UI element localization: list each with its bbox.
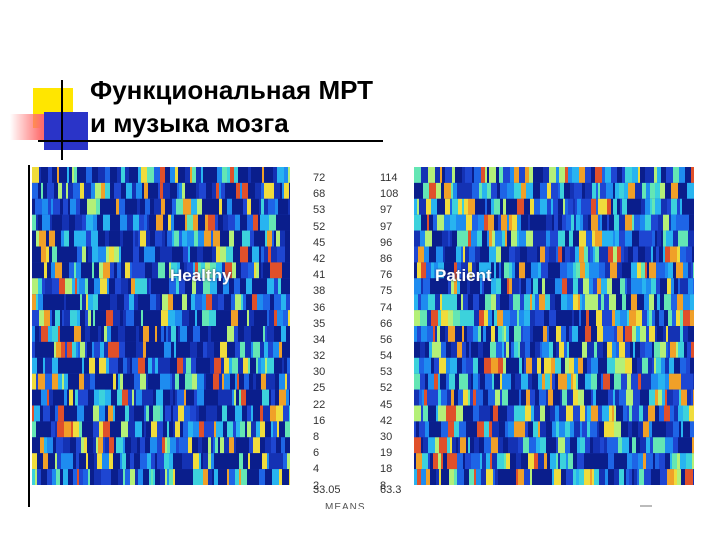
value-item: 54 [380,350,393,363]
value-item: 74 [380,301,393,314]
title-line-1: Функциональная МРТ [90,75,373,105]
heatmap-healthy [32,167,290,485]
value-item: 8 [313,431,320,443]
decor-blue-square [44,112,88,150]
value-item: 86 [380,252,393,265]
patient-mean: 63.3 [380,484,402,496]
slide-title: Функциональная МРТ и музыка мозга [90,74,373,140]
value-item: 36 [313,301,326,314]
decor-horizontal-line [38,140,383,142]
value-item: 75 [380,285,393,298]
value-item: 108 [380,188,399,201]
value-item: 30 [380,431,393,443]
value-item: 8 [380,479,387,492]
value-item: 96 [380,236,393,249]
value-item: 114 [380,172,398,184]
value-item: 56 [380,333,393,346]
value-item: 76 [380,269,393,282]
value-item: 22 [313,398,326,411]
value-item: 4 [313,463,320,476]
value-item: 2 [313,479,320,492]
value-item: 45 [380,398,393,411]
value-item: 53 [313,204,326,217]
healthy-mean: 33.05 [313,484,341,496]
patient-label: Patient [435,266,492,285]
heatmap-patient-graphic [414,167,694,485]
value-item: 18 [380,463,393,476]
value-item: 53 [380,366,393,379]
value-item: 45 [313,236,326,249]
value-item: 19 [380,447,393,460]
image-left-border [28,165,30,507]
value-item: 66 [380,317,393,330]
value-item: 34 [313,333,326,346]
value-item: 42 [313,252,326,265]
healthy-values-column: 72 68 53 52 45 42 41 38 36 35 34 32 30 25 22 16 8 6 4 2 [313,170,325,494]
cut-caption: MEANS [325,502,366,509]
value-item: 68 [313,188,326,201]
value-item: 25 [313,382,326,395]
healthy-label: Healthy [170,266,232,285]
decor-mark [640,505,652,507]
value-item: 35 [313,317,326,330]
heatmap-healthy-graphic [32,167,290,485]
value-item: 32 [313,350,326,363]
value-item: 72 [313,172,326,184]
patient-values-column: 114 108 97 97 96 86 76 75 74 66 56 54 53 52 45 42 30 19 18… [380,170,398,494]
value-item: 38 [313,285,326,298]
heatmap-patient [414,167,694,485]
decor-vertical-line [61,80,63,160]
value-item: 41 [313,269,326,282]
value-item: 16 [313,414,326,427]
value-item: 6 [313,447,320,460]
value-item: 30 [313,366,326,379]
title-line-2: и музыка мозга [90,108,289,138]
value-item: 97 [380,220,393,233]
value-item: 52 [313,220,326,233]
value-item: 97 [380,204,393,217]
value-item: 42 [380,414,393,427]
value-item: 52 [380,382,393,395]
